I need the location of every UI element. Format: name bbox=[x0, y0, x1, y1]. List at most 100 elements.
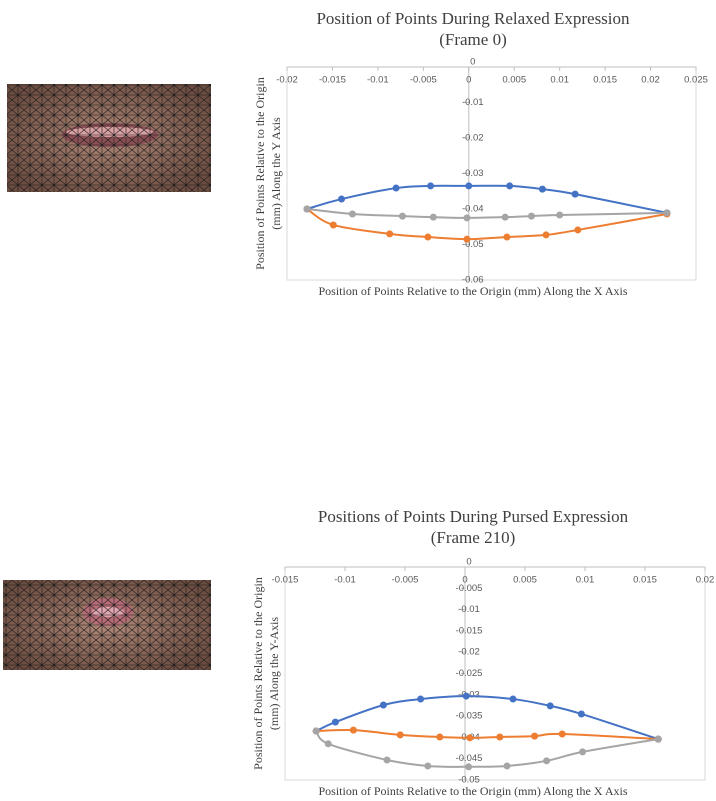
y-axis-label: (mm) Along the Y Axis bbox=[269, 117, 283, 230]
data-point bbox=[386, 230, 394, 238]
x-tick-label: -0.01 bbox=[334, 575, 356, 586]
data-point bbox=[303, 205, 311, 213]
data-point bbox=[463, 235, 471, 243]
chart-title: Position of Points During Relaxed Expres… bbox=[316, 9, 630, 28]
data-point bbox=[556, 211, 564, 219]
data-point bbox=[542, 231, 550, 239]
x-tick-label: 0.005 bbox=[513, 575, 537, 586]
data-point bbox=[329, 221, 337, 229]
data-point bbox=[503, 233, 511, 241]
data-point bbox=[558, 730, 566, 738]
data-point bbox=[546, 702, 554, 710]
data-point bbox=[396, 731, 404, 739]
data-point bbox=[496, 733, 504, 741]
data-point bbox=[503, 762, 511, 770]
data-point bbox=[348, 210, 356, 218]
x-tick-label: 0.02 bbox=[696, 575, 715, 586]
data-point bbox=[383, 756, 391, 764]
y-tick-label: -0.025 bbox=[456, 668, 483, 679]
x-tick-label: -0.02 bbox=[276, 75, 298, 86]
face-image-pursed bbox=[3, 580, 211, 670]
data-point bbox=[429, 213, 437, 221]
x-tick-label: 0.005 bbox=[502, 75, 526, 86]
y-tick-label: -0.005 bbox=[456, 583, 483, 594]
y-tick-label: -0.01 bbox=[458, 604, 480, 615]
data-point bbox=[338, 195, 346, 203]
data-point bbox=[527, 212, 535, 220]
data-point bbox=[424, 233, 432, 241]
data-point bbox=[392, 184, 400, 192]
y-axis-label: Position of Points Relative to the Origi… bbox=[251, 577, 265, 770]
data-point bbox=[574, 226, 582, 234]
x-tick-label: 0 bbox=[466, 75, 471, 86]
chart: Positions of Points During Pursed Expres… bbox=[251, 507, 715, 798]
y-tick-label: -0.02 bbox=[458, 647, 480, 658]
series-line bbox=[306, 184, 668, 214]
data-point bbox=[465, 763, 473, 771]
plot-border bbox=[286, 66, 697, 281]
series-line bbox=[315, 695, 659, 741]
chart-subtitle: (Frame 0) bbox=[439, 30, 507, 49]
x-tick-label: 0.015 bbox=[633, 575, 657, 586]
y-tick-label: -0.01 bbox=[462, 97, 484, 108]
y-tick-label: -0.05 bbox=[458, 775, 480, 786]
y-tick-label: 0 bbox=[466, 557, 471, 568]
data-point bbox=[663, 209, 671, 217]
data-point bbox=[577, 710, 585, 718]
y-axis-label: (mm) Along the Y-Axis bbox=[267, 617, 281, 731]
data-point bbox=[501, 213, 509, 221]
y-tick-label: 0 bbox=[470, 57, 475, 68]
data-point bbox=[465, 182, 473, 190]
data-point bbox=[466, 734, 474, 742]
y-tick-label: -0.015 bbox=[456, 625, 483, 636]
data-point bbox=[312, 727, 320, 735]
x-tick-label: 0 bbox=[462, 575, 467, 586]
data-point bbox=[654, 735, 662, 743]
data-point bbox=[463, 214, 471, 222]
chart-subtitle: (Frame 210) bbox=[431, 528, 516, 547]
x-tick-label: 0.025 bbox=[684, 75, 708, 86]
data-point bbox=[427, 182, 435, 190]
x-tick-label: -0.005 bbox=[392, 575, 419, 586]
x-tick-label: 0.02 bbox=[641, 75, 660, 86]
plot-border bbox=[284, 566, 706, 781]
face-image-relaxed bbox=[7, 84, 211, 192]
chart: Position of Points During Relaxed Expres… bbox=[253, 9, 708, 298]
y-tick-label: -0.02 bbox=[462, 133, 484, 144]
data-point bbox=[462, 692, 470, 700]
y-tick-label: -0.045 bbox=[456, 753, 483, 764]
data-point bbox=[506, 182, 514, 190]
y-tick-label: -0.06 bbox=[462, 275, 484, 286]
data-point bbox=[436, 733, 444, 741]
data-point bbox=[579, 748, 587, 756]
data-point bbox=[324, 740, 332, 748]
x-tick-label: -0.015 bbox=[319, 75, 346, 86]
x-axis-label: Position of Points Relative to the Origi… bbox=[319, 784, 628, 798]
y-tick-label: -0.05 bbox=[462, 239, 484, 250]
y-tick-label: -0.03 bbox=[462, 168, 484, 179]
y-axis-label: Position of Points Relative to the Origi… bbox=[253, 77, 267, 270]
series-line bbox=[306, 208, 667, 219]
x-tick-label: -0.015 bbox=[272, 575, 299, 586]
series-line bbox=[316, 729, 659, 741]
data-point bbox=[531, 732, 539, 740]
data-point bbox=[349, 726, 357, 734]
data-point bbox=[398, 212, 406, 220]
y-tick-label: -0.04 bbox=[462, 204, 484, 215]
data-point bbox=[379, 701, 387, 709]
x-tick-label: 0.01 bbox=[550, 75, 569, 86]
x-tick-label: 0.01 bbox=[576, 575, 595, 586]
data-point bbox=[417, 695, 425, 703]
data-point bbox=[543, 757, 551, 765]
x-tick-label: -0.005 bbox=[410, 75, 437, 86]
data-point bbox=[424, 762, 432, 770]
data-point bbox=[331, 718, 339, 726]
chart-title: Positions of Points During Pursed Expres… bbox=[318, 507, 629, 526]
x-axis-label: Position of Points Relative to the Origi… bbox=[319, 284, 628, 298]
x-tick-label: -0.01 bbox=[367, 75, 389, 86]
y-tick-label: -0.035 bbox=[456, 711, 483, 722]
data-point bbox=[571, 190, 579, 198]
x-tick-label: 0.015 bbox=[593, 75, 617, 86]
data-point bbox=[538, 185, 546, 193]
